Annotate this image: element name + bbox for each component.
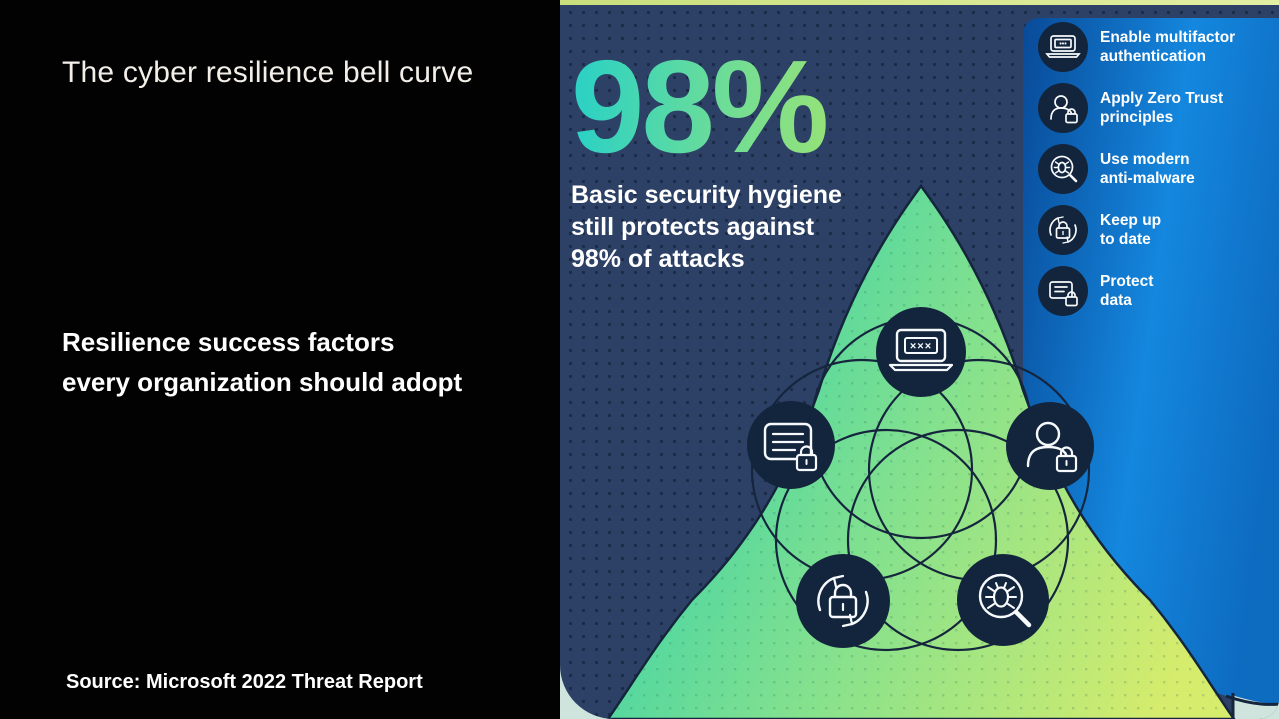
document-lock-icon [747, 401, 835, 489]
update-lock-icon [1038, 205, 1088, 255]
person-lock-icon [1038, 83, 1088, 133]
page-title: The cyber resilience bell curve [62, 56, 474, 89]
checklist-label: Use modern anti-malware [1100, 150, 1195, 188]
checklist-label: Enable multifactor authentication [1100, 28, 1236, 66]
malware-scan-icon [957, 554, 1049, 646]
list-item: Keep up to date [1023, 205, 1279, 255]
subtitle-line-1: Resilience success factors [62, 327, 395, 357]
svg-text:•••: ••• [1059, 41, 1067, 48]
security-checklist: ••• Enable multifactor authentication [1023, 22, 1279, 327]
update-lock-icon [796, 554, 890, 648]
laptop-password-icon: ××× [876, 307, 966, 397]
source-credit: Source: Microsoft 2022 Threat Report [66, 671, 423, 693]
subtitle-line-2: every organization should adopt [62, 367, 463, 397]
slide-subtitle: Resilience success factors every organiz… [62, 322, 462, 402]
checklist-label: Keep up to date [1100, 211, 1162, 249]
stat-block: 98% Basic security hygiene still protect… [571, 39, 901, 275]
stat-caption-line-3: 98% of attacks [571, 244, 745, 273]
infographic-scene: ××× [606, 18, 1279, 719]
left-text-panel: The cyber resilience bell curve Resilien… [0, 0, 560, 719]
top-accent-strip [560, 0, 1279, 5]
stat-caption: Basic security hygiene still protects ag… [571, 179, 901, 275]
checklist-label: Protect data [1100, 272, 1154, 310]
list-item: Use modern anti-malware [1023, 144, 1279, 194]
list-item: Apply Zero Trust principles [1023, 83, 1279, 133]
infographic-card: ××× [560, 0, 1279, 719]
list-item: ••• Enable multifactor authentication [1023, 22, 1279, 72]
bell-curve [606, 183, 1236, 719]
bell-curve-infographic: ××× [560, 0, 1279, 719]
list-item: Protect data [1023, 266, 1279, 316]
stat-caption-line-2: still protects against [571, 212, 815, 241]
malware-scan-icon [1038, 144, 1088, 194]
data-lock-icon [1038, 266, 1088, 316]
laptop-password-icon: ••• [1038, 22, 1088, 72]
svg-text:×××: ××× [910, 341, 932, 353]
stat-value: 98% [571, 39, 901, 175]
checklist-label: Apply Zero Trust principles [1100, 89, 1224, 127]
person-lock-icon [1006, 402, 1094, 490]
stat-caption-line-1: Basic security hygiene [571, 180, 842, 209]
